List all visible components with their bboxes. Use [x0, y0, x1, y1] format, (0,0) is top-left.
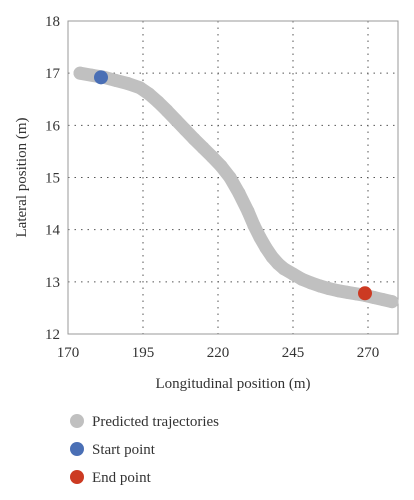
- legend-label: End point: [92, 470, 152, 486]
- y-tick-label: 15: [45, 171, 60, 187]
- trajectory-point: [73, 66, 87, 80]
- trajectory-point: [241, 204, 255, 218]
- series-layer: [73, 66, 399, 309]
- y-tick-label: 18: [45, 14, 60, 30]
- grid: [68, 21, 398, 334]
- trajectory-point: [151, 95, 165, 109]
- trajectory-point: [142, 87, 156, 101]
- trajectory-point: [160, 104, 174, 118]
- plot-area-border: [67, 20, 399, 335]
- end-point-marker: [358, 286, 372, 301]
- y-tick-label: 16: [45, 118, 61, 134]
- start-point-marker: [94, 70, 108, 85]
- trajectory-point: [121, 77, 135, 91]
- trajectory-point: [253, 230, 267, 244]
- x-axis-label: Longitudinal position (m): [156, 376, 311, 392]
- x-tick-label: 170: [57, 345, 80, 361]
- x-tick-label: 270: [357, 345, 380, 361]
- y-tick-label: 12: [45, 327, 60, 343]
- legend: Predicted trajectories Start point End poi…: [70, 414, 219, 486]
- legend-label: Start point: [92, 442, 156, 458]
- legend-marker: [70, 414, 84, 428]
- trajectory-point: [109, 73, 123, 87]
- x-tick-label: 195: [132, 345, 155, 361]
- y-tick-label: 17: [45, 66, 61, 82]
- y-tick-label: 13: [45, 275, 60, 291]
- trajectory-point: [178, 123, 192, 137]
- x-tick-label: 220: [207, 345, 230, 361]
- trajectory-point: [214, 159, 228, 173]
- trajectory-point: [205, 150, 219, 164]
- trajectory-point: [385, 295, 399, 309]
- legend-marker: [70, 470, 84, 484]
- y-tick-label: 14: [45, 223, 61, 239]
- trajectory-point: [247, 218, 261, 232]
- trajectory-point: [196, 141, 210, 155]
- legend-label: Predicted trajectories: [92, 414, 219, 430]
- trajectory-point: [169, 113, 183, 127]
- x-tick-label: 245: [282, 345, 305, 361]
- y-axis-label: Lateral position (m): [14, 118, 30, 238]
- legend-marker: [70, 442, 84, 456]
- tick-labels: 170 195 220 245 270 12 13 14 15 16 17 18: [45, 14, 379, 361]
- trajectory-point: [232, 186, 246, 200]
- trajectory-point: [223, 171, 237, 184]
- trajectory-point: [187, 132, 201, 146]
